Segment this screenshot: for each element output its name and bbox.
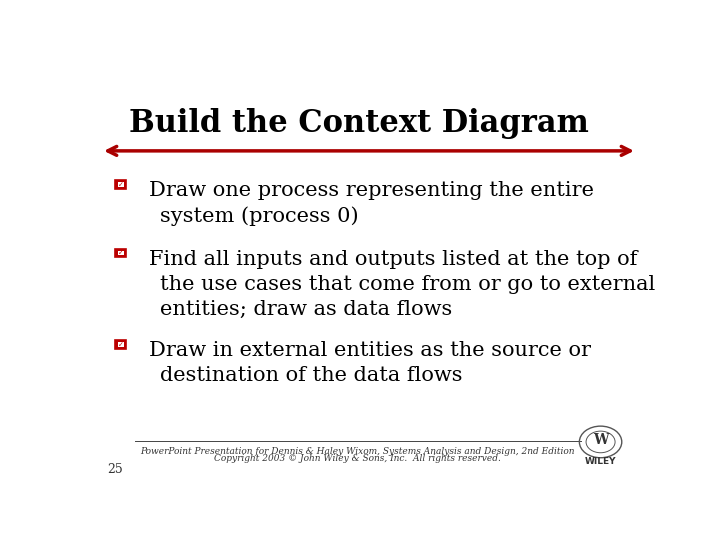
Text: WILEY: WILEY — [585, 457, 616, 466]
Text: PowerPoint Presentation for Dennis & Haley Wixom, Systems Analysis and Design, 2: PowerPoint Presentation for Dennis & Hal… — [140, 447, 575, 456]
Text: system (process 0): system (process 0) — [160, 206, 359, 226]
Text: the use cases that come from or go to external: the use cases that come from or go to ex… — [160, 275, 655, 294]
Text: entities; draw as data flows: entities; draw as data flows — [160, 300, 452, 319]
Text: Find all inputs and outputs listed at the top of: Find all inputs and outputs listed at th… — [148, 250, 637, 269]
Bar — [115, 249, 126, 258]
Text: ✓: ✓ — [118, 250, 124, 256]
Text: ✓: ✓ — [118, 342, 124, 348]
Text: destination of the data flows: destination of the data flows — [160, 366, 462, 385]
Text: Draw one process representing the entire: Draw one process representing the entire — [148, 181, 593, 200]
Text: 25: 25 — [107, 463, 122, 476]
Text: Copyright 2003 © John Wiley & Sons, Inc.  All rights reserved.: Copyright 2003 © John Wiley & Sons, Inc.… — [215, 454, 501, 463]
Bar — [115, 180, 126, 188]
Text: W: W — [593, 433, 608, 447]
Bar — [117, 183, 124, 187]
Text: Draw in external entities as the source or: Draw in external entities as the source … — [148, 341, 590, 360]
Text: ✓: ✓ — [118, 181, 124, 187]
Bar — [117, 342, 124, 347]
Text: Build the Context Diagram: Build the Context Diagram — [129, 109, 589, 139]
Bar — [117, 251, 124, 255]
Bar — [115, 341, 126, 349]
